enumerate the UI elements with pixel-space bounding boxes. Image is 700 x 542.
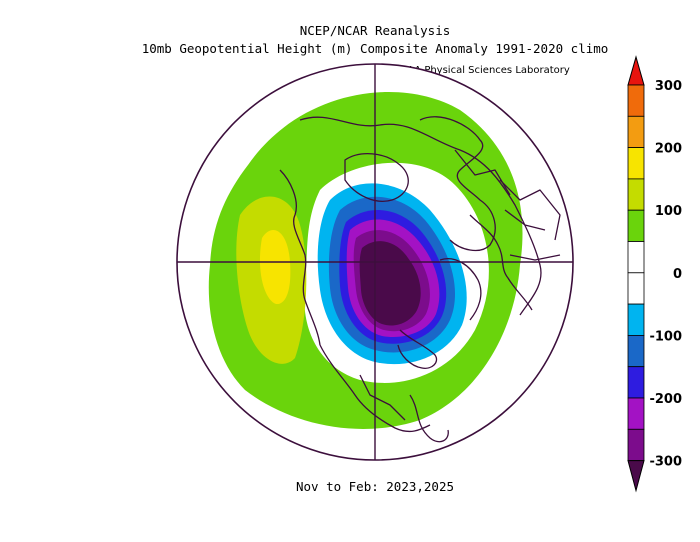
colorbar-tick-label: -100 <box>649 329 682 344</box>
colorbar-tick-label: -300 <box>649 455 682 470</box>
colorbar-tick-label: -200 <box>649 392 682 407</box>
colorbar-tick-label: 0 <box>673 267 682 282</box>
colorbar-segment <box>627 209 645 242</box>
colorbar-segment <box>627 241 645 274</box>
polar-map <box>176 63 574 461</box>
colorbar-bars <box>627 55 645 493</box>
colorbar-arrow-bottom <box>627 460 645 493</box>
colorbar-segment <box>627 397 645 430</box>
colorbar-arrow-top <box>627 55 645 86</box>
colorbar-tick-label: 300 <box>655 79 682 94</box>
coastlines <box>279 116 561 443</box>
colorbar-segment <box>627 84 645 117</box>
colorbar-segment <box>627 428 645 461</box>
colorbar-segment <box>627 366 645 399</box>
credit-label: NOAA Physical Sciences Laboratory <box>392 65 570 76</box>
positive-anomaly-max <box>259 230 291 305</box>
colorbar: 300 200 100 0 -100 -200 -300 <box>627 55 682 493</box>
map-boundary <box>176 63 574 461</box>
colorbar-segment <box>627 178 645 211</box>
colorbar-segment <box>627 115 645 149</box>
colorbar-segment <box>627 147 645 180</box>
colorbar-segment <box>627 272 645 305</box>
colorbar-segment <box>627 303 645 336</box>
colorbar-labels: 300 200 100 0 -100 -200 -300 <box>649 79 682 470</box>
colorbar-segment <box>627 334 645 368</box>
colorbar-tick-label: 200 <box>655 142 682 157</box>
chart-title: NCEP/NCAR Reanalysis <box>299 23 451 38</box>
period-label: Nov to Feb: 2023,2025 <box>295 479 455 494</box>
colorbar-tick-label: 100 <box>655 204 682 219</box>
chart-subtitle: 10mb Geopotential Height (m) Composite A… <box>141 41 609 56</box>
